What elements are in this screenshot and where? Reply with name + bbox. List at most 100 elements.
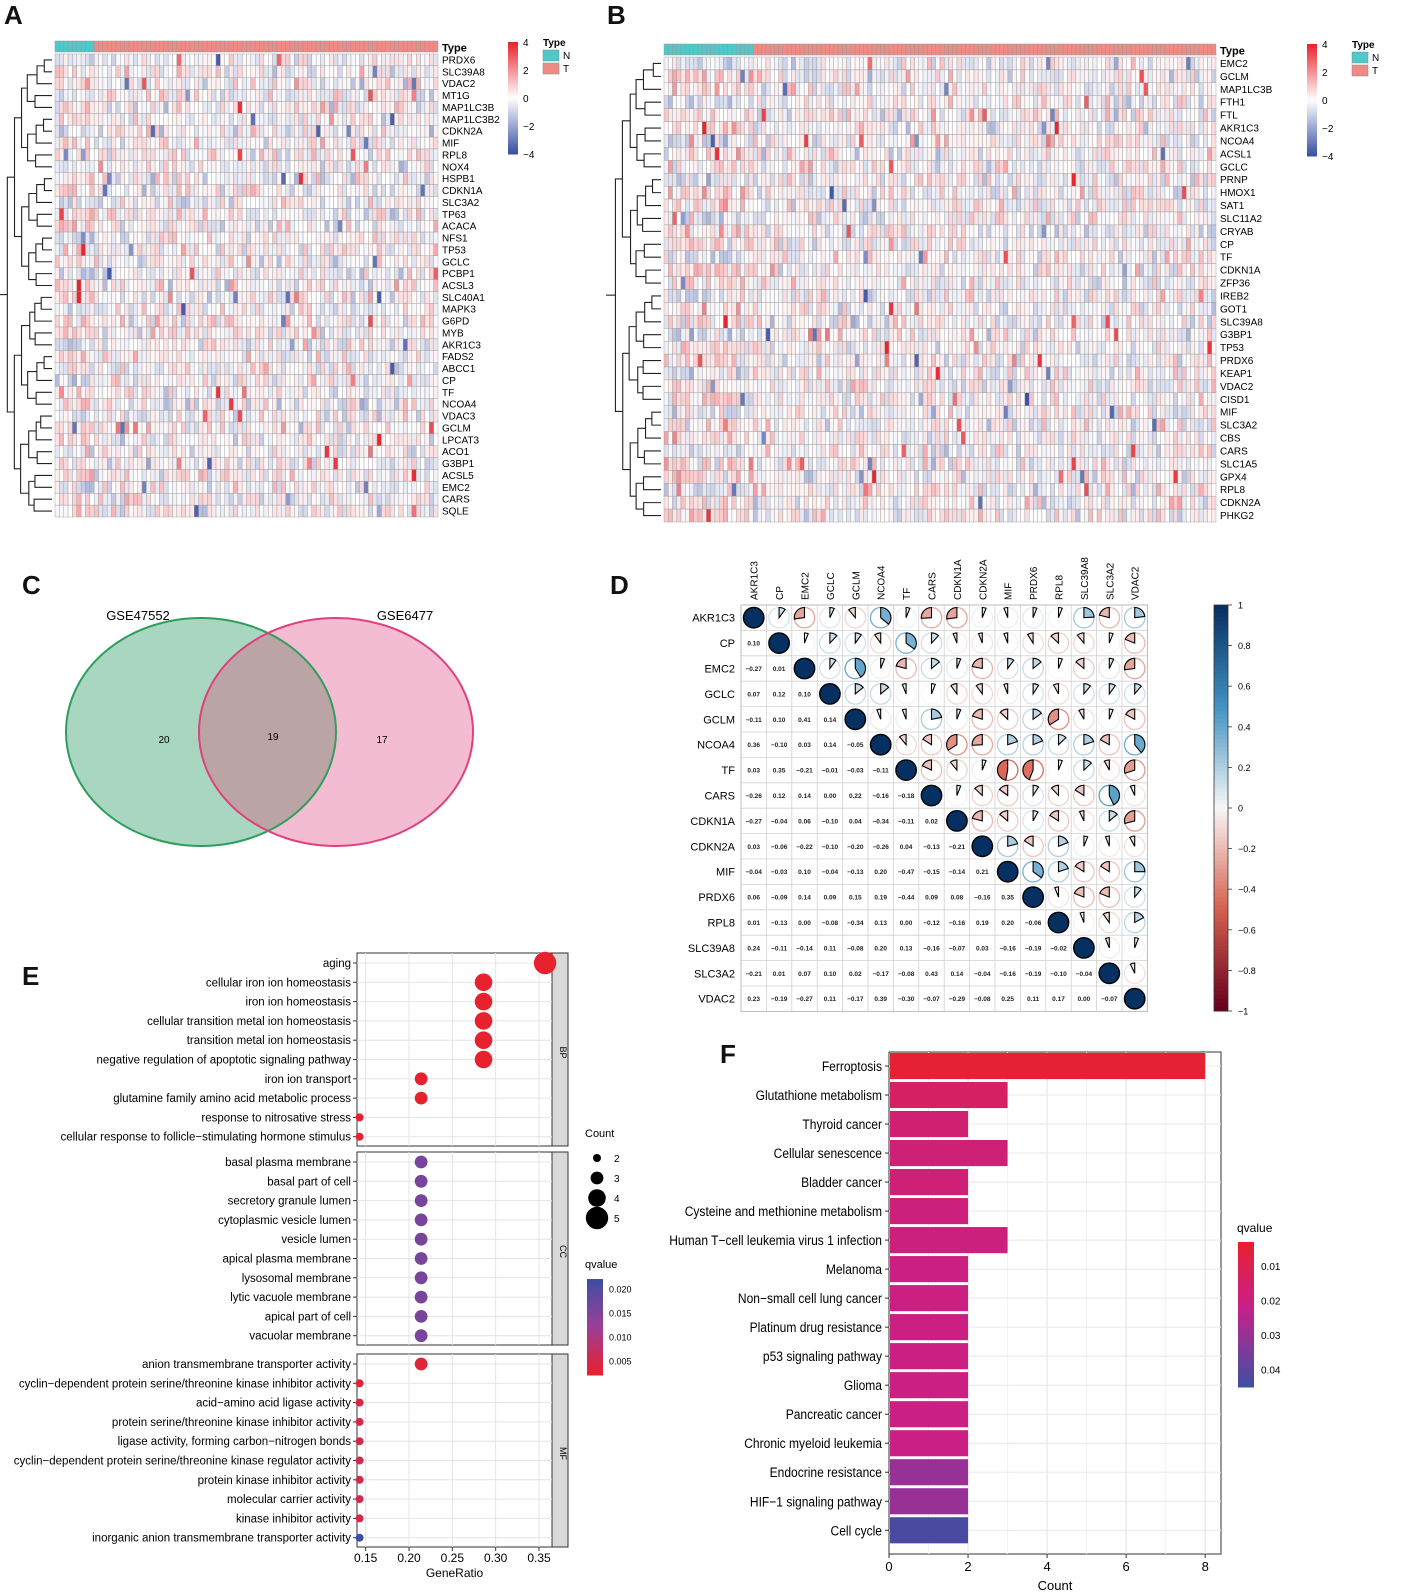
heatmap-cell: [72, 77, 77, 90]
heatmap-cell: [224, 172, 230, 185]
heatmap-cell: [328, 409, 334, 423]
heatmap-cell: [774, 95, 779, 109]
heatmap-cell: [146, 243, 151, 257]
heatmap-cell: [272, 220, 278, 233]
heatmap-cell: [416, 314, 421, 328]
heatmap-cell: [124, 77, 130, 90]
heatmap-cell: [115, 469, 121, 482]
heatmap-cell: [999, 108, 1004, 122]
heatmap-cell: [224, 196, 230, 209]
heatmap-cell: [880, 56, 885, 71]
heatmap-cell: [1088, 69, 1094, 84]
heatmap-cell: [888, 95, 894, 109]
heatmap-cell: [220, 279, 225, 292]
heatmap-cell: [54, 421, 60, 435]
heatmap-cell: [398, 184, 404, 197]
heatmap-cell: [350, 113, 356, 126]
heatmap-cell: [54, 398, 60, 411]
heatmap-cell: [93, 220, 99, 233]
heatmap-cell: [376, 469, 382, 482]
heatmap-cell: [67, 196, 73, 209]
heatmap-cell: [424, 481, 430, 494]
heatmap-cell: [250, 326, 256, 340]
heatmap-cell: [424, 303, 430, 316]
heatmap-cell: [237, 326, 243, 340]
heatmap-cell: [1173, 69, 1178, 84]
heatmap-cell: [281, 77, 286, 90]
heatmap-cell: [107, 445, 112, 458]
heatmap-cell: [159, 314, 165, 328]
heatmap-cell: [795, 121, 801, 135]
heatmap-cell: [394, 101, 400, 114]
heatmap-cell: [376, 279, 382, 292]
heatmap-cell: [782, 147, 788, 161]
heatmap-cell: [689, 121, 694, 135]
heatmap-cell: [372, 113, 378, 126]
heatmap-cell: [276, 433, 282, 446]
heatmap-cell: [154, 493, 160, 506]
annotation-cell: [714, 43, 720, 56]
heatmap-cell: [185, 77, 191, 90]
heatmap-cell: [337, 184, 343, 197]
heatmap-cell: [689, 173, 694, 187]
dendrogram-branch: [26, 74, 38, 103]
heatmap-cell: [220, 77, 225, 90]
heatmap-cell: [1096, 56, 1102, 71]
heatmap-cell: [416, 386, 421, 399]
heatmap-cell: [181, 457, 186, 470]
heatmap-cell: [368, 469, 373, 482]
heatmap-cell: [181, 172, 186, 185]
heatmap-cell: [363, 208, 369, 221]
heatmap-cell: [927, 160, 932, 174]
heatmap-cell: [294, 303, 299, 316]
heatmap-cell: [337, 469, 343, 482]
heatmap-cell: [1109, 82, 1115, 96]
heatmap-cell: [1109, 56, 1115, 71]
heatmap-cell: [298, 279, 304, 292]
heatmap-cell: [757, 69, 762, 84]
heatmap-cell: [202, 101, 208, 114]
heatmap-cell: [89, 409, 95, 423]
heatmap-cell: [978, 69, 983, 84]
heatmap-cell: [302, 433, 308, 446]
heatmap-cell: [1156, 69, 1161, 84]
heatmap-cell: [120, 101, 125, 114]
heatmap-cell: [185, 113, 191, 126]
heatmap-cell: [1007, 56, 1013, 71]
heatmap-cell: [850, 108, 856, 122]
heatmap-cell: [189, 409, 195, 423]
heatmap-cell: [680, 134, 686, 148]
colorbar-segment: [508, 82, 518, 85]
annotation-cell: [943, 43, 949, 56]
heatmap-cell: [93, 481, 99, 494]
heatmap-cell: [181, 279, 186, 292]
heatmap-cell: [324, 208, 330, 221]
heatmap-cell: [237, 160, 243, 173]
heatmap-cell: [224, 481, 230, 494]
heatmap-cell: [128, 386, 134, 399]
heatmap-cell: [931, 134, 936, 148]
heatmap-cell: [871, 160, 877, 174]
heatmap-cell: [952, 82, 958, 96]
heatmap-cell: [133, 231, 138, 245]
heatmap-cell: [389, 469, 395, 482]
heatmap-cell: [782, 121, 788, 135]
heatmap-cell: [159, 53, 165, 67]
heatmap-cell: [1203, 121, 1208, 135]
heatmap-cell: [429, 231, 434, 245]
heatmap-cell: [837, 69, 843, 84]
heatmap-cell: [255, 457, 260, 470]
heatmap-cell: [342, 267, 347, 280]
heatmap-cell: [355, 101, 360, 114]
heatmap-cell: [706, 56, 711, 71]
heatmap-cell: [328, 267, 334, 280]
heatmap-cell: [159, 208, 165, 221]
heatmap-cell: [185, 184, 191, 197]
heatmap-cell: [680, 108, 686, 122]
heatmap-cell: [211, 481, 217, 494]
heatmap-cell: [294, 493, 299, 506]
heatmap-cell: [93, 89, 99, 102]
heatmap-cell: [1041, 147, 1047, 161]
heatmap-cell: [54, 255, 60, 268]
heatmap-cell: [181, 231, 186, 245]
